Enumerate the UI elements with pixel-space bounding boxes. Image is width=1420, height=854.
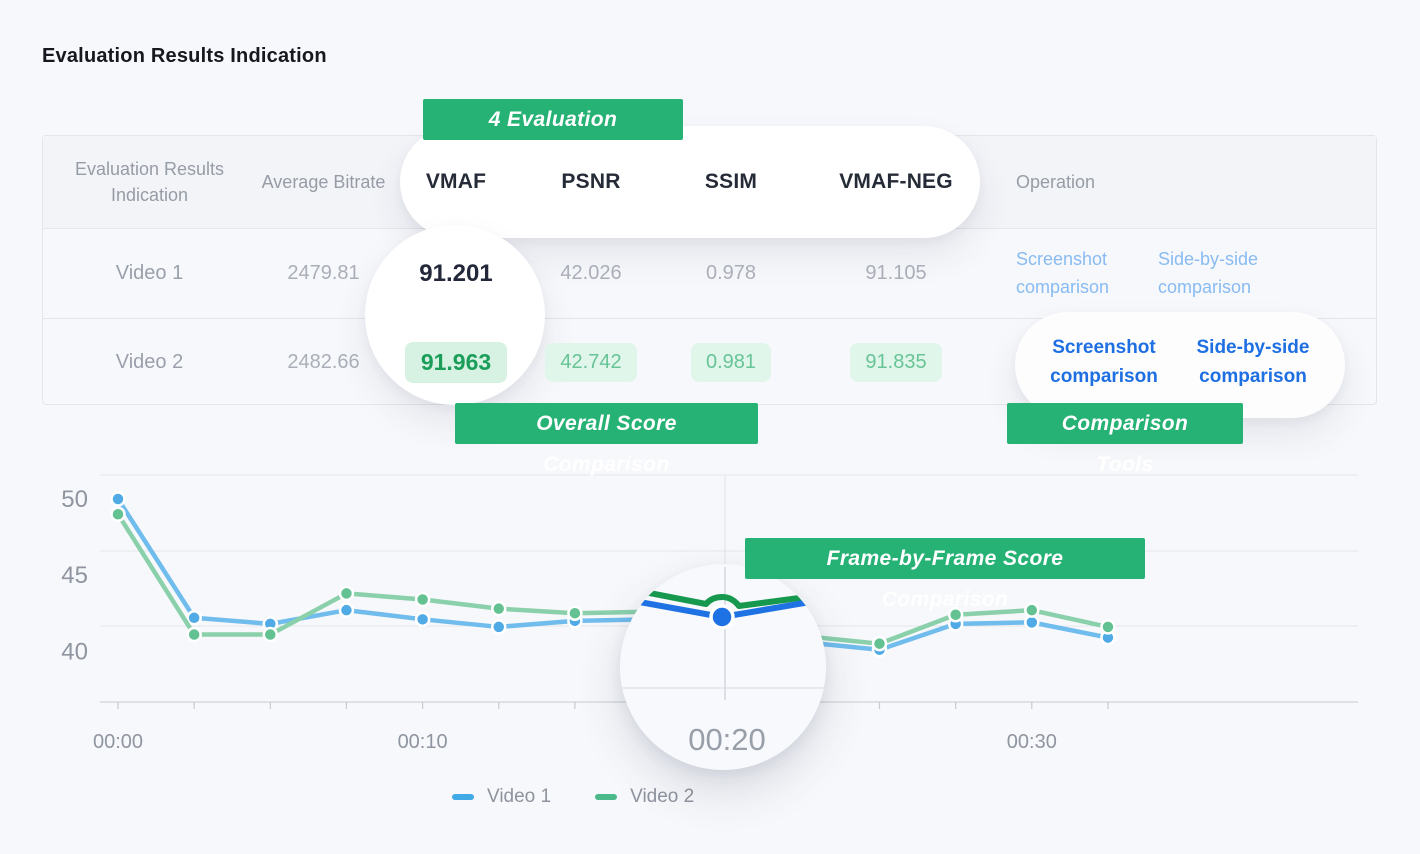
x-tick-label: 00:10	[398, 731, 448, 753]
video2-zoomed-line	[631, 587, 825, 609]
row-video2-psnr: 42.742	[521, 319, 661, 406]
row-video2-ssim: 0.981	[661, 319, 801, 406]
row-video2-vmaf: 91.963	[391, 319, 521, 406]
best-score-badge: 91.835	[850, 343, 942, 382]
data-point	[567, 605, 583, 621]
x-tick-label: 00:30	[1007, 731, 1057, 753]
screenshot-comparison-link[interactable]: Screenshot comparison	[1050, 337, 1158, 387]
best-score-badge: 91.963	[404, 342, 508, 383]
best-score-badge: 0.981	[690, 343, 772, 382]
line-video2	[115, 511, 1111, 646]
data-point	[110, 491, 126, 507]
row-video1-bitrate: 2479.81	[256, 229, 391, 319]
data-point	[491, 600, 507, 617]
row-video1-vmaf-neg: 91.105	[801, 229, 991, 319]
data-point	[186, 626, 202, 643]
magnifier-circle: 00:20	[620, 564, 826, 770]
row-video1-name: Video 1	[43, 229, 256, 319]
data-point	[871, 635, 888, 652]
data-point	[338, 602, 355, 618]
screenshot-comparison-link[interactable]: Screenshot comparison	[1016, 248, 1110, 297]
highlight-pill-comparison-tools	[1015, 312, 1345, 418]
col-header-bitrate: Average Bitrate	[256, 136, 391, 229]
score-line-chart: 50 45 40 00:00 00:10 00:30	[61, 474, 1358, 753]
magnifier-zoomed-chart: 00:20	[620, 567, 826, 757]
badge-comparison-tools: Comparison Tools	[1007, 403, 1243, 476]
col-header-operation: Operation	[991, 136, 1376, 229]
highlight-pill-methods	[400, 126, 980, 238]
row-video2-bitrate: 2482.66	[287, 351, 360, 373]
data-point	[1100, 619, 1116, 635]
row-video2-name: Video 2	[115, 351, 184, 373]
best-score-badge: 42.742	[545, 343, 637, 382]
data-point	[947, 606, 964, 623]
side-by-side-comparison-link[interactable]: Side-by-side comparison	[1158, 248, 1259, 297]
side-by-side-comparison-link[interactable]: Side-by-side comparison	[1196, 337, 1310, 387]
y-tick-label: 40	[61, 638, 88, 665]
data-point	[414, 591, 431, 608]
row-video2-operations: Screenshot comparison Side-by-side compa…	[991, 319, 1376, 406]
data-point	[262, 626, 279, 643]
col-header-name: Evaluation Results Indication	[43, 136, 256, 229]
page-title: Evaluation Results Indication	[42, 45, 327, 67]
line-video1	[115, 496, 1111, 653]
row-video1-psnr: 42.026	[521, 229, 661, 319]
row-video2-vmaf-neg: 91.835	[801, 319, 991, 406]
video1-legend-swatch	[452, 794, 474, 800]
row-video1-ssim: 0.978	[661, 229, 801, 319]
data-point	[1024, 602, 1040, 618]
data-point	[338, 585, 355, 602]
data-point	[491, 619, 507, 635]
data-point	[110, 506, 126, 522]
badge-frame-by-frame: Frame-by-Frame Score Comparison	[745, 538, 1145, 611]
legend-item-video1[interactable]: Video 1	[452, 786, 551, 808]
row-video1-operations: Screenshot comparison Side-by-side compa…	[991, 229, 1376, 319]
data-point	[414, 611, 431, 628]
chart-legend: Video 1 Video 2	[452, 786, 694, 808]
video1-selected-point	[709, 604, 735, 630]
y-tick-label: 50	[61, 486, 88, 513]
x-tick-label-zoomed: 00:20	[688, 722, 766, 757]
x-tick-label: 00:00	[93, 731, 143, 753]
badge-evaluation-methods: 4 Evaluation Methods	[423, 99, 683, 172]
video2-legend-swatch	[595, 794, 618, 800]
legend-item-video2[interactable]: Video 2	[595, 786, 694, 808]
data-point	[186, 610, 202, 626]
badge-overall-score-comparison: Overall Score Comparison	[455, 403, 758, 476]
y-tick-label: 45	[61, 562, 88, 589]
